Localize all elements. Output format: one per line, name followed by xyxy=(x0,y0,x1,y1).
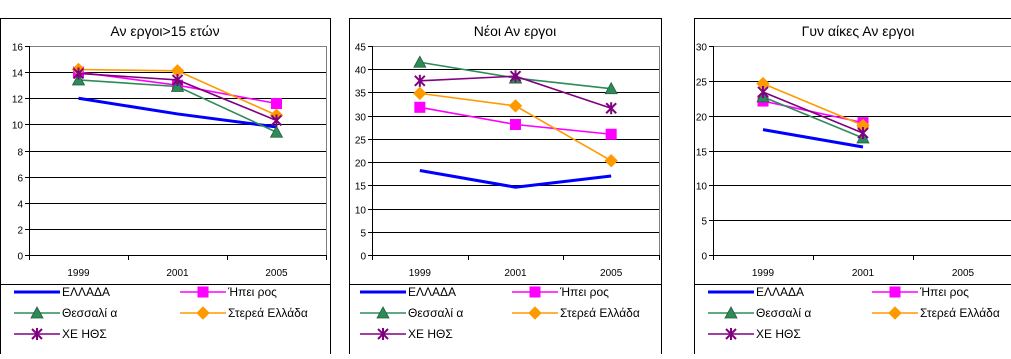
x-tick-label: 1999 xyxy=(409,268,432,279)
y-tick-label: 0 xyxy=(17,252,23,263)
y-tick-label: 10 xyxy=(355,206,367,217)
legend-label: ΕΛΛΑΔΑ xyxy=(62,285,110,299)
y-tick-label: 16 xyxy=(12,43,24,54)
y-tick-label: 12 xyxy=(12,95,24,106)
legend-label: Στερεά Ελλάδα xyxy=(560,306,640,320)
data-point xyxy=(511,119,521,129)
data-point xyxy=(272,98,282,108)
x-tick-label: 1999 xyxy=(752,268,775,279)
legend-label: Ήπει ρος xyxy=(559,285,609,299)
y-tick-label: 45 xyxy=(355,43,367,54)
x-tick-label: 2001 xyxy=(166,268,189,279)
y-tick-label: 15 xyxy=(355,182,367,193)
legend-label: Στερεά Ελλάδα xyxy=(920,306,1000,320)
chart-title: Αν εργοι>15 ετών xyxy=(110,23,219,39)
y-tick-label: 25 xyxy=(696,78,708,89)
x-tick-label: 2001 xyxy=(504,268,527,279)
legend-label: Στερεά Ελλάδα xyxy=(228,306,308,320)
legend-label: ΧΕ ΗΘΣ xyxy=(62,327,107,341)
data-point xyxy=(415,102,425,112)
legend-swatch-marker xyxy=(198,287,208,297)
data-point xyxy=(606,129,616,139)
y-tick-label: 4 xyxy=(17,200,23,211)
y-tick-label: 15 xyxy=(696,148,708,159)
y-tick-label: 30 xyxy=(355,113,367,124)
x-tick-label: 1999 xyxy=(67,268,90,279)
y-tick-label: 20 xyxy=(696,113,708,124)
chart-panel-unemployed-over-15: Αν εργοι>15 ετών 0 2 4 6 8 10 12 14 16 1999 2001 200… xyxy=(0,19,331,355)
chart-title: Νέοι Αν εργοι xyxy=(474,23,556,39)
legend-label: ΕΛΛΑΔΑ xyxy=(408,285,456,299)
y-tick-label: 2 xyxy=(17,226,23,237)
legend-label: ΕΛΛΑΔΑ xyxy=(756,285,804,299)
y-tick-label: 5 xyxy=(701,217,707,228)
legend-label: Θεσσαλί α xyxy=(62,306,117,320)
y-tick-label: 5 xyxy=(360,229,366,240)
y-tick-label: 14 xyxy=(12,69,24,80)
y-tick-label: 40 xyxy=(355,66,367,77)
legend-label: ΧΕ ΗΘΣ xyxy=(756,327,801,341)
x-tick-label: 2001 xyxy=(852,268,875,279)
legend-label: ΧΕ ΗΘΣ xyxy=(408,327,453,341)
y-tick-label: 8 xyxy=(17,148,23,159)
y-tick-label: 10 xyxy=(12,121,24,132)
legend-label: Ήπει ρος xyxy=(227,285,277,299)
legend-label: Θεσσαλί α xyxy=(408,306,463,320)
chart-title: Γυν αίκες Αν εργοι xyxy=(802,23,915,39)
legend-swatch-marker xyxy=(530,287,540,297)
x-tick-label: 2005 xyxy=(600,268,623,279)
y-tick-label: 30 xyxy=(696,43,708,54)
y-tick-label: 0 xyxy=(360,252,366,263)
legend-swatch-marker xyxy=(890,287,900,297)
y-tick-label: 35 xyxy=(355,89,367,100)
y-tick-label: 6 xyxy=(17,174,23,185)
x-tick-label: 2005 xyxy=(265,268,288,279)
legend-label: Θεσσαλί α xyxy=(756,306,811,320)
chart-panel-women-unemployed: Γυν αίκες Αν εργοι 0 5 10 15 20 25 30 1999 2001 20… xyxy=(694,19,1011,355)
x-tick-label: 2005 xyxy=(952,268,975,279)
y-tick-label: 10 xyxy=(696,182,708,193)
legend-label: Ήπει ρος xyxy=(919,285,969,299)
y-tick-label: 25 xyxy=(355,136,367,147)
chart-panel-young-unemployed: Νέοι Αν εργοι 0 5 10 15 20 25 30 35 40 45 1999 2001 2… xyxy=(349,19,662,355)
y-tick-label: 0 xyxy=(701,252,707,263)
y-tick-label: 20 xyxy=(355,159,367,170)
